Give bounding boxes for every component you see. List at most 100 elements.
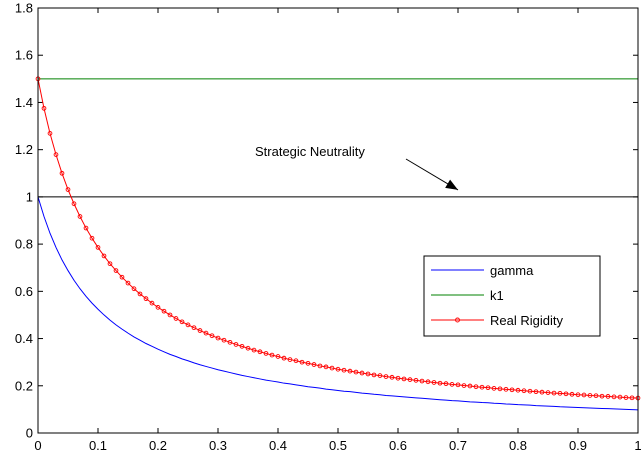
data-point-real-rigidity — [503, 386, 509, 392]
y-tick-label: 0.8 — [15, 237, 33, 252]
annotation-strategic-neutrality: Strategic Neutrality — [255, 144, 365, 159]
data-point-real-rigidity — [215, 335, 221, 341]
data-point-real-rigidity — [257, 349, 263, 355]
data-point-real-rigidity — [431, 380, 437, 385]
data-point-real-rigidity — [359, 370, 365, 376]
data-point-real-rigidity — [71, 201, 77, 207]
x-tick-label: 1 — [634, 438, 641, 453]
data-point-real-rigidity — [485, 385, 491, 391]
data-point-real-rigidity — [293, 358, 299, 364]
data-point-real-rigidity — [581, 392, 587, 398]
data-point-real-rigidity — [347, 368, 353, 374]
data-point-real-rigidity — [281, 355, 287, 361]
data-point-real-rigidity — [197, 328, 203, 333]
data-point-real-rigidity — [275, 354, 281, 359]
axis-tick-labels: 0 0.1 0.2 0.3 0.4 0.5 0.6 0.7 0.8 0.9 1 0 0.2 0.4 0.6 0… — [15, 1, 641, 454]
series-line-gamma — [37, 196, 639, 411]
data-point-real-rigidity — [317, 363, 323, 369]
data-point-real-rigidity — [95, 245, 101, 250]
data-point-real-rigidity — [179, 319, 185, 325]
y-tick-label: 0.2 — [15, 378, 33, 393]
data-point-real-rigidity — [311, 362, 317, 367]
data-point-real-rigidity — [149, 300, 155, 306]
legend: gamma k1 Real Rigidity — [423, 255, 601, 337]
legend-marker-real-rigidity — [455, 317, 460, 323]
data-point-real-rigidity — [353, 369, 359, 375]
data-point-real-rigidity — [239, 343, 245, 349]
data-point-real-rigidity — [425, 379, 431, 385]
data-point-real-rigidity — [461, 383, 467, 388]
data-point-real-rigidity — [59, 170, 65, 176]
x-tick-label: 0.2 — [149, 438, 167, 453]
data-point-real-rigidity — [491, 386, 497, 391]
data-point-real-rigidity — [593, 393, 599, 399]
data-point-real-rigidity — [413, 377, 419, 383]
data-point-real-rigidity — [119, 274, 125, 280]
data-point-real-rigidity — [497, 386, 503, 392]
x-tick-label: 0.3 — [209, 438, 227, 453]
data-point-real-rigidity — [47, 131, 53, 136]
legend-box — [423, 255, 601, 337]
data-point-real-rigidity — [509, 387, 515, 393]
data-point-real-rigidity — [155, 305, 161, 310]
plot-frame — [37, 7, 639, 434]
data-point-real-rigidity — [305, 360, 311, 366]
data-point-real-rigidity — [251, 347, 257, 353]
data-point-real-rigidity — [161, 308, 167, 314]
data-point-real-rigidity — [365, 371, 371, 377]
data-point-real-rigidity — [185, 322, 191, 328]
data-point-real-rigidity — [65, 187, 71, 192]
data-point-real-rigidity — [563, 391, 569, 397]
data-point-real-rigidity — [539, 389, 545, 395]
data-point-real-rigidity — [323, 364, 329, 370]
data-point-real-rigidity — [227, 339, 233, 345]
data-point-real-rigidity — [287, 357, 293, 362]
data-point-real-rigidity — [527, 388, 533, 394]
data-point-real-rigidity — [629, 395, 635, 401]
x-tick-label: 0.7 — [449, 438, 467, 453]
data-point-real-rigidity — [41, 105, 47, 111]
data-point-real-rigidity — [551, 390, 557, 396]
data-point-real-rigidity — [449, 382, 455, 387]
data-point-real-rigidity — [53, 152, 59, 157]
data-point-real-rigidity — [521, 388, 527, 394]
data-point-real-rigidity — [107, 261, 113, 267]
data-point-real-rigidity — [623, 395, 629, 400]
data-point-real-rigidity — [341, 367, 347, 373]
data-point-real-rigidity — [143, 296, 149, 302]
data-point-real-rigidity — [101, 253, 107, 259]
data-point-real-rigidity — [473, 384, 479, 390]
data-point-real-rigidity — [299, 359, 305, 365]
data-point-real-rigidity — [77, 214, 83, 219]
data-point-real-rigidity — [233, 342, 239, 347]
data-point-real-rigidity — [191, 325, 197, 331]
x-tick-label: 0 — [34, 438, 41, 453]
data-point-real-rigidity — [557, 390, 563, 396]
data-point-real-rigidity — [335, 366, 341, 372]
data-point-real-rigidity — [131, 286, 137, 292]
data-point-real-rigidity — [173, 316, 179, 321]
y-tick-label: 0.4 — [15, 331, 33, 346]
data-point-real-rigidity — [611, 394, 617, 400]
data-point-real-rigidity — [569, 391, 575, 397]
legend-label-gamma: gamma — [490, 263, 534, 278]
data-point-real-rigidity — [113, 268, 119, 273]
y-tick-label: 0 — [26, 426, 33, 441]
data-point-real-rigidity — [167, 312, 173, 318]
y-tick-label: 1.8 — [15, 1, 33, 16]
data-point-real-rigidity — [407, 377, 413, 382]
x-tick-label: 0.8 — [509, 438, 527, 453]
data-point-real-rigidity — [479, 384, 485, 390]
x-tick-label: 0.6 — [389, 438, 407, 453]
data-point-real-rigidity — [395, 375, 401, 381]
data-point-real-rigidity — [545, 390, 551, 395]
y-tick-label: 0.6 — [15, 284, 33, 299]
data-point-real-rigidity — [587, 393, 593, 398]
data-point-real-rigidity — [371, 372, 377, 378]
data-point-real-rigidity — [575, 392, 581, 398]
data-point-real-rigidity — [137, 291, 143, 297]
data-point-real-rigidity — [377, 373, 383, 378]
data-point-real-rigidity — [443, 381, 449, 387]
data-point-real-rigidity — [203, 330, 209, 336]
